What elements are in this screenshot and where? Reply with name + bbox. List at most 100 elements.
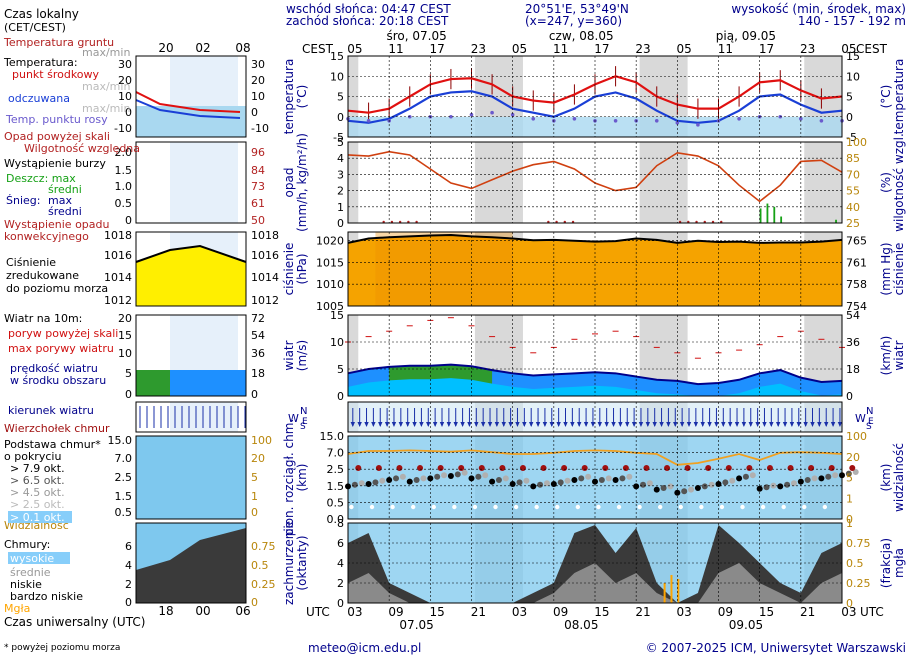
cloud-low-dot [699, 504, 704, 510]
altitude-title: wysokość (min, środek, max) [731, 2, 906, 16]
axis-unit-left: (km) [295, 463, 309, 491]
wind-arrow-head [824, 422, 829, 427]
cloud-top-dot [684, 465, 691, 471]
email-link[interactable]: meteo@icm.edu.pl [308, 641, 421, 655]
cloud-base-dot [784, 481, 791, 488]
y-ticks: 0 0 2 0.25 4 0.5 6 0.75 8 1 [337, 517, 871, 610]
wind-arrow-head [556, 422, 561, 427]
legend-label: Wiatr na 10m: [4, 312, 82, 325]
wind-arrow-head [707, 422, 712, 427]
axis-unit-right: (km) [879, 463, 893, 491]
wind-arrow-head [439, 422, 445, 427]
legend-tick-right: 96 [251, 146, 265, 159]
cloud-low-dot [822, 504, 828, 510]
cloud-top-dot [664, 465, 671, 471]
cloud-base-dot [358, 480, 365, 487]
wind-arrow-head [398, 422, 404, 427]
wind-arrow-head [480, 422, 486, 427]
legend-tick: 2 [125, 578, 132, 591]
wind-arrow-head [577, 422, 582, 427]
local-hour-label: 17 [430, 42, 445, 56]
wind-arrow-head [727, 422, 733, 427]
legend-panel-border [135, 55, 247, 138]
wind-arrow-head [769, 422, 774, 427]
cloud-base-dot [790, 480, 797, 487]
wind-arrow-head [453, 422, 458, 427]
day-label: pią, 09.05 [716, 29, 776, 43]
y-tick-label-right: 754 [846, 300, 867, 313]
legend-hour-utc: 18 [158, 604, 173, 618]
cloud-top-dot [355, 465, 362, 471]
utc-hour-label: 15 [759, 605, 774, 619]
axis-unit-right: (mm Hg) [879, 242, 893, 295]
legend-tick-right: 50 [251, 214, 265, 227]
day-labels: śro, 07.05 czw, 08.05 pią, 09.05 [386, 29, 776, 43]
wind-arrow-head [734, 422, 740, 427]
cloud-base-dot [495, 477, 502, 483]
utc-hour-label: 09 [718, 605, 733, 619]
sunset-text: zachód słońca: 20:18 CEST [286, 14, 449, 28]
cloud-base-dot [578, 475, 585, 482]
wind-arrow-head [364, 422, 369, 427]
cloud-base-dot [502, 475, 509, 482]
cloud-top-dot [499, 465, 506, 471]
cloud-low-dot [657, 504, 663, 510]
legend-panel-border [135, 435, 247, 520]
axis-side-labels: pion. rozciągł. chm. (km) (km) widzialność [282, 419, 906, 537]
legend-tick-right: 84 [251, 164, 265, 177]
wind-arrow-head [583, 422, 589, 427]
legend-hours-top: 20 02 08 [158, 41, 250, 55]
legend-tick: 7.0 [115, 452, 133, 465]
y-tick-label-right: 100 [846, 136, 867, 149]
legend-tick-right: 0.5 [251, 559, 269, 572]
hour-labels-bottom: 03 09 15 21 03 09 15 21 03 09 15 21 03 [347, 605, 856, 619]
legend-tick: -10 [114, 122, 132, 135]
legend-tick-right: 1 [251, 490, 258, 503]
utc-hour-label: 21 [471, 605, 486, 619]
cloud-base-dot [640, 481, 647, 488]
legend-label: prędkość wiatru [10, 362, 98, 375]
legend-tick-right: 72 [251, 312, 265, 325]
legend-tick-right: 0 [251, 596, 258, 609]
cloud-base-dot [399, 473, 406, 480]
wind-arrow-head [803, 422, 808, 427]
dewpoint-dot [654, 119, 659, 123]
cloud-base-dot [482, 472, 489, 479]
legend-tick-right: 30 [251, 58, 265, 71]
cloud-base-dot [722, 479, 729, 486]
wind-arrow-head [782, 422, 788, 427]
legend-tick: 0.5 [115, 506, 133, 519]
dewpoint-dot [366, 119, 371, 123]
wind-arrow-head [810, 422, 815, 427]
utc-date-label: 08.05 [564, 618, 598, 632]
axis-unit-right: (°C) [879, 85, 893, 109]
rain-bar [759, 208, 762, 223]
y-tick-label-left: 1010 [316, 278, 344, 291]
legend-tick: 1012 [104, 294, 132, 307]
legend-wind-green [136, 370, 170, 396]
axis-label-left: opad [282, 168, 296, 198]
utc-hour-label: 03 [677, 605, 692, 619]
cloud-base-dot [681, 488, 688, 495]
y-tick-label-right: 55 [846, 185, 860, 198]
cloud-low-dot [719, 504, 725, 510]
legend-label: Deszcz: max [6, 172, 76, 185]
wind-arrow-head [446, 422, 452, 427]
wind-arrow-head [631, 422, 637, 427]
legend-tick-right: 100 [251, 434, 272, 447]
y-tick-label-right: 0.75 [846, 537, 871, 550]
legend-tick: 0 [125, 596, 132, 609]
panel-grid [347, 314, 843, 397]
y-tick-label-left: 0.5 [327, 496, 345, 509]
legend-cover-area [136, 528, 246, 603]
night-band [474, 142, 523, 223]
local-hour-label: 11 [718, 42, 733, 56]
fog-bar [677, 579, 680, 603]
cloud-low-dot [616, 504, 622, 510]
y-ticks: 0 25 1 40 2 55 3 70 4 85 5 100 [337, 136, 867, 230]
legend-tick-right: 5 [251, 471, 258, 484]
y-tick-label-left: 5 [337, 363, 344, 376]
cloud-base-dot [530, 483, 537, 490]
local-hour-label: 05 [512, 42, 527, 56]
